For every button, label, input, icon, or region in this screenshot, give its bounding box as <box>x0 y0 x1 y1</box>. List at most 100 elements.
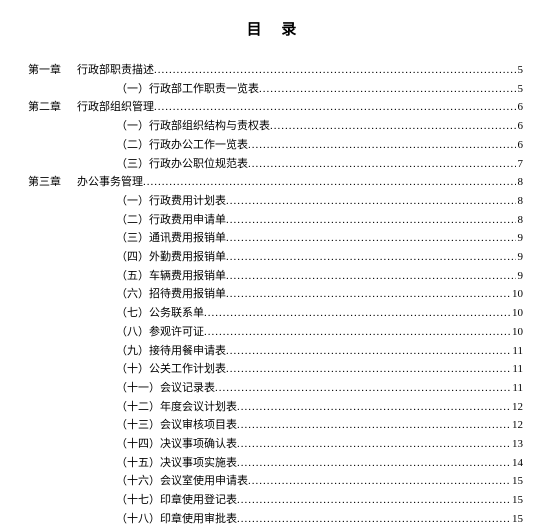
toc-sub-line: （十七）印章使用登记表 15 <box>28 491 523 510</box>
toc-sub-line: （十八）印章使用审批表 15 <box>28 510 523 529</box>
dot-leader <box>248 136 516 155</box>
dot-leader <box>248 472 510 491</box>
toc-sub-line: （十一）会议记录表 11 <box>28 379 523 398</box>
toc-sub-line: （十四）决议事项确认表 13 <box>28 435 523 454</box>
toc-sub-line: （四）外勤费用报销单 9 <box>28 248 523 267</box>
dot-leader <box>237 398 510 417</box>
entry-text: （十七）印章使用登记表 <box>116 491 237 510</box>
toc-sub-line: （十二）年度会议计划表12 <box>28 398 523 417</box>
toc-sub-line: （一）行政部工作职责一览表 5 <box>28 80 523 99</box>
entry-text: （七）公务联系单 <box>116 304 204 323</box>
toc-sub-line: （六）招待费用报销单 10 <box>28 285 523 304</box>
dot-leader <box>248 155 516 174</box>
entry-text: （三）行政办公职位规范表 <box>116 155 248 174</box>
toc-sub-line: （三）通讯费用报销单 9 <box>28 229 523 248</box>
chapter-label: 第二章 <box>28 98 61 117</box>
page-number: 8 <box>516 211 524 230</box>
page-number: 11 <box>510 360 523 379</box>
toc-sub-line: （八）参观许可证 10 <box>28 323 523 342</box>
page-number: 15 <box>510 491 523 510</box>
entry-text: （四）外勤费用报销单 <box>116 248 226 267</box>
toc-body: 第一章行政部职责描述5（一）行政部工作职责一览表5第二章行政部组织管理6（一）行… <box>28 61 523 529</box>
entry-text: （一）行政费用计划表 <box>116 192 226 211</box>
entry-text: （二）行政办公工作一览表 <box>116 136 248 155</box>
toc-sub-line: （十）公关工作计划表 11 <box>28 360 523 379</box>
dot-leader <box>204 304 510 323</box>
chapter-label: 第三章 <box>28 173 61 192</box>
dot-leader <box>226 267 516 286</box>
page-number: 12 <box>510 398 523 417</box>
page-number: 8 <box>516 192 524 211</box>
toc-sub-line: （一）行政费用计划表 8 <box>28 192 523 211</box>
page-number: 15 <box>510 510 523 529</box>
entry-text: （五）车辆费用报销单 <box>116 267 226 286</box>
dot-leader <box>226 248 516 267</box>
toc-chapter-line: 第一章行政部职责描述 5 <box>28 61 523 80</box>
entry-text: （一）行政部工作职责一览表 <box>116 80 259 99</box>
page-number: 6 <box>516 117 524 136</box>
dot-leader <box>237 510 510 529</box>
page-number: 8 <box>516 173 524 192</box>
dot-leader <box>237 491 510 510</box>
dot-leader <box>270 117 516 136</box>
toc-chapter-line: 第三章办公事务管理 8 <box>28 173 523 192</box>
toc-title: 目 录 <box>28 18 523 39</box>
toc-sub-line: （十五）决议事项实施表 14 <box>28 454 523 473</box>
entry-text: （八）参观许可证 <box>116 323 204 342</box>
dot-leader <box>215 379 510 398</box>
entry-text: （一）行政部组织结构与责权表 <box>116 117 270 136</box>
entry-text: （十五）决议事项实施表 <box>116 454 237 473</box>
toc-sub-line: （三）行政办公职位规范表 7 <box>28 155 523 174</box>
page-number: 5 <box>516 80 524 99</box>
dot-leader <box>226 211 516 230</box>
dot-leader <box>204 323 510 342</box>
entry-text: （十三）会议审核项目表 <box>116 416 237 435</box>
chapter-label: 第一章 <box>28 61 61 80</box>
page-number: 12 <box>510 416 523 435</box>
page-number: 6 <box>516 136 524 155</box>
dot-leader <box>259 80 516 99</box>
toc-chapter-line: 第二章行政部组织管理 6 <box>28 98 523 117</box>
page-number: 6 <box>516 98 524 117</box>
dot-leader <box>226 360 510 379</box>
entry-text: （十一）会议记录表 <box>116 379 215 398</box>
page-number: 10 <box>510 285 523 304</box>
entry-text: （三）通讯费用报销单 <box>116 229 226 248</box>
dot-leader <box>226 192 516 211</box>
page-number: 10 <box>510 304 523 323</box>
toc-sub-line: （十六）会议室使用申请表15 <box>28 472 523 491</box>
page-number: 14 <box>510 454 523 473</box>
toc-sub-line: （七）公务联系单 10 <box>28 304 523 323</box>
page-number: 9 <box>516 229 524 248</box>
dot-leader <box>154 61 516 80</box>
entry-text: （十）公关工作计划表 <box>116 360 226 379</box>
dot-leader <box>143 173 516 192</box>
toc-sub-line: （十三）会议审核项目表 12 <box>28 416 523 435</box>
toc-sub-line: （一）行政部组织结构与责权表 6 <box>28 117 523 136</box>
page-number: 11 <box>510 342 523 361</box>
toc-sub-line: （五）车辆费用报销单 9 <box>28 267 523 286</box>
entry-text: （六）招待费用报销单 <box>116 285 226 304</box>
entry-text: （十四）决议事项确认表 <box>116 435 237 454</box>
entry-text: （九）接待用餐申请表 <box>116 342 226 361</box>
dot-leader <box>237 454 510 473</box>
entry-text: 行政部职责描述 <box>77 61 154 80</box>
entry-text: 办公事务管理 <box>77 173 143 192</box>
dot-leader <box>226 285 510 304</box>
page-number: 13 <box>510 435 523 454</box>
page-number: 15 <box>510 472 523 491</box>
page-number: 7 <box>516 155 524 174</box>
entry-text: （十八）印章使用审批表 <box>116 510 237 529</box>
page-number: 9 <box>516 267 524 286</box>
page-number: 11 <box>510 379 523 398</box>
page-number: 5 <box>516 61 524 80</box>
page-number: 9 <box>516 248 524 267</box>
dot-leader <box>237 416 510 435</box>
entry-text: 行政部组织管理 <box>77 98 154 117</box>
toc-sub-line: （九）接待用餐申请表 11 <box>28 342 523 361</box>
dot-leader <box>226 342 510 361</box>
toc-sub-line: （二）行政办公工作一览表 6 <box>28 136 523 155</box>
page-number: 10 <box>510 323 523 342</box>
dot-leader <box>237 435 510 454</box>
dot-leader <box>226 229 516 248</box>
